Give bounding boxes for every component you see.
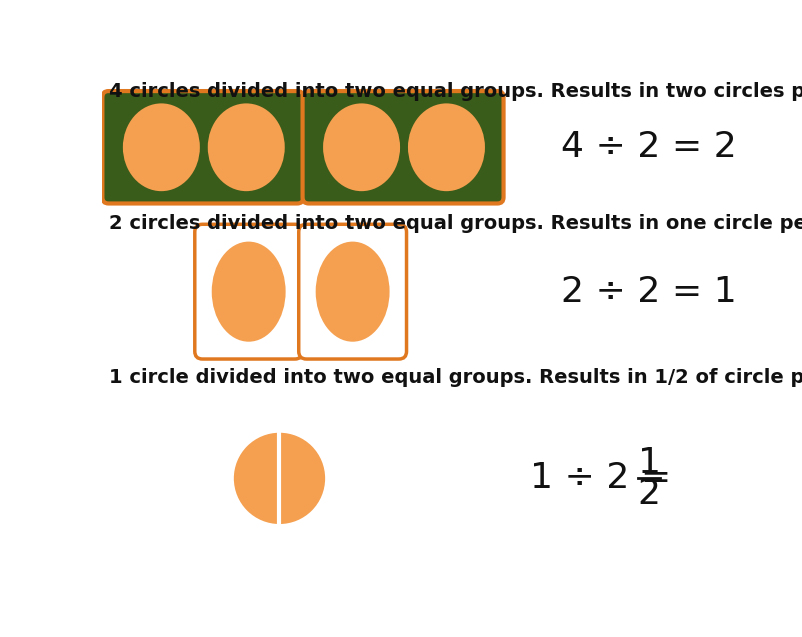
FancyBboxPatch shape bbox=[302, 91, 503, 203]
Text: 2 circles divided into two equal groups. Results in one circle per group.: 2 circles divided into two equal groups.… bbox=[108, 214, 802, 233]
Text: 1 circle divided into two equal groups. Results in 1/2 of circle per group.: 1 circle divided into two equal groups. … bbox=[108, 368, 802, 387]
Ellipse shape bbox=[212, 241, 286, 341]
Ellipse shape bbox=[407, 103, 484, 191]
Ellipse shape bbox=[322, 103, 399, 191]
Text: 4 circles divided into two equal groups. Results in two circles per group.: 4 circles divided into two equal groups.… bbox=[108, 82, 802, 101]
Ellipse shape bbox=[208, 103, 285, 191]
Text: 2 ÷ 2 = 1: 2 ÷ 2 = 1 bbox=[560, 275, 735, 309]
Ellipse shape bbox=[315, 241, 389, 341]
FancyBboxPatch shape bbox=[298, 224, 406, 359]
FancyBboxPatch shape bbox=[102, 91, 303, 203]
Text: 2: 2 bbox=[637, 476, 660, 511]
Text: 4 ÷ 2 = 2: 4 ÷ 2 = 2 bbox=[560, 131, 735, 164]
Ellipse shape bbox=[123, 103, 200, 191]
Text: 1: 1 bbox=[637, 446, 660, 480]
Text: 1 ÷ 2 =: 1 ÷ 2 = bbox=[529, 461, 682, 496]
FancyBboxPatch shape bbox=[195, 224, 302, 359]
Circle shape bbox=[232, 431, 327, 526]
